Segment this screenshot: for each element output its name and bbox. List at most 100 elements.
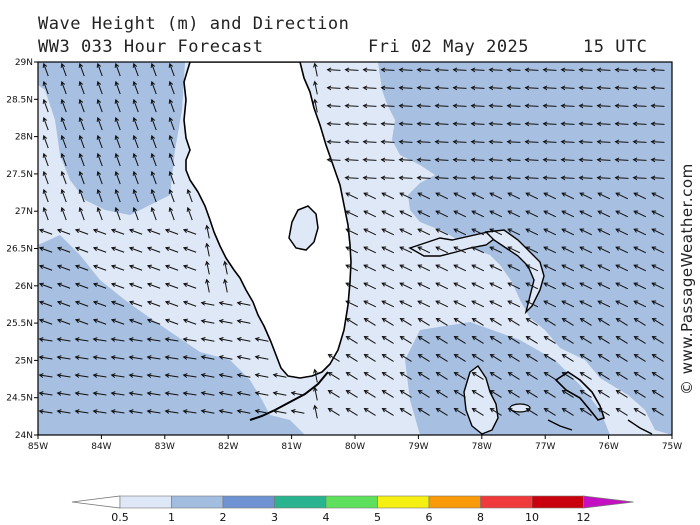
wave-arrow	[380, 67, 395, 73]
wave-arrow	[434, 85, 449, 91]
wave-arrow	[507, 282, 521, 290]
wave-arrow	[471, 246, 485, 254]
wave-arrow	[543, 354, 556, 362]
wave-arrow	[42, 80, 49, 95]
wave-arrow	[453, 282, 467, 290]
wave-arrow	[525, 210, 539, 218]
wave-arrow	[435, 390, 448, 398]
wave-arrow	[381, 318, 394, 326]
wave-arrow	[633, 228, 647, 236]
wave-arrow	[399, 318, 412, 326]
wave-arrow	[128, 300, 143, 307]
latitude-ticks: 29N 28.5N 28N 27.5N 27N 26.5N 26N 25.5N 25N 24.5N…	[6, 58, 38, 441]
wave-arrow	[380, 103, 395, 109]
wave-arrow	[507, 300, 521, 308]
wave-region-bahamas-south	[405, 322, 610, 435]
wave-arrow	[114, 62, 121, 77]
wave-arrow	[651, 192, 665, 200]
lat-tick-label: 24N	[15, 431, 33, 441]
wave-arrow	[345, 228, 359, 236]
wave-arrow	[74, 337, 89, 342]
wave-arrow	[363, 390, 376, 398]
wave-arrow	[417, 372, 430, 380]
wave-arrow	[615, 354, 628, 362]
wave-arrow	[114, 116, 121, 131]
wave-arrow	[633, 300, 647, 308]
wave-arrow	[615, 210, 629, 218]
wave-arrow	[164, 373, 179, 378]
wave-arrow	[614, 85, 629, 91]
wave-arrow	[236, 391, 251, 396]
wave-arrow	[110, 318, 125, 325]
wave-arrow	[651, 390, 664, 398]
lat-tick-label: 26.5N	[6, 245, 33, 255]
wave-arrow	[543, 192, 557, 200]
wave-arrow	[452, 103, 467, 109]
wave-arrow	[435, 336, 448, 344]
wave-arrow	[236, 337, 251, 342]
wave-arrow	[182, 355, 197, 360]
wave-arrow	[489, 390, 502, 398]
wave-arrow	[471, 372, 484, 380]
lon-tick-label: 84W	[91, 442, 111, 452]
wave-arrow	[452, 139, 467, 145]
wave-arrow	[453, 246, 467, 254]
wave-arrow	[470, 139, 485, 145]
calm-patch-gulf-shelf	[160, 205, 265, 372]
wave-arrow	[42, 134, 49, 149]
wave-arrow	[146, 264, 161, 271]
wave-arrow	[489, 210, 503, 218]
lon-tick-label: 77W	[535, 442, 555, 452]
wave-arrow	[434, 103, 449, 109]
wave-arrow	[38, 264, 53, 271]
wave-arrow	[398, 85, 413, 91]
lat-tick-label: 26N	[15, 282, 33, 292]
wave-arrow	[651, 228, 665, 236]
wave-arrow	[345, 318, 358, 326]
wave-arrow	[615, 300, 629, 308]
wave-arrow	[56, 355, 71, 360]
wave-arrow	[150, 188, 157, 203]
wave-arrow	[417, 300, 431, 308]
wave-arrow	[132, 152, 139, 167]
wave-arrow	[92, 300, 107, 307]
wave-arrow	[114, 80, 121, 95]
wave-arrow	[344, 103, 359, 109]
wave-arrow	[579, 336, 592, 344]
wave-arrow	[561, 228, 575, 236]
wave-arrow	[74, 264, 89, 271]
wave-arrow	[381, 354, 394, 362]
calm-patch-straits	[400, 245, 480, 310]
wave-arrow	[578, 85, 593, 91]
wave-arrow	[42, 116, 49, 131]
wave-arrow	[596, 103, 611, 109]
wave-arrow	[128, 228, 143, 235]
wave-arrow	[363, 228, 377, 236]
wave-arrow	[110, 228, 125, 235]
lon-tick-label: 79W	[408, 442, 428, 452]
wave-arrow	[506, 175, 521, 181]
wave-arrow	[416, 175, 431, 181]
wave-arrow	[218, 301, 233, 306]
wave-arrow	[182, 391, 197, 396]
colorbar-label: 5	[374, 511, 381, 524]
lon-tick-label: 78W	[472, 442, 492, 452]
wave-arrow	[327, 390, 340, 398]
wave-arrow	[313, 368, 318, 383]
wave-arrow	[326, 157, 341, 163]
wave-arrow	[132, 98, 139, 113]
colorbar-label: 8	[477, 511, 484, 524]
wave-arrow	[560, 175, 575, 181]
wave-arrow	[560, 121, 575, 127]
wave-arrow	[507, 372, 520, 380]
wave-arrow	[525, 390, 538, 398]
wave-arrow	[597, 246, 611, 254]
wave-arrow	[417, 246, 431, 254]
colorbar-label: 3	[271, 511, 278, 524]
wave-arrow	[506, 85, 521, 91]
wave-arrow	[186, 206, 193, 221]
wave-arrow	[398, 121, 413, 127]
wave-arrow	[114, 98, 121, 113]
wave-arrow	[632, 85, 647, 91]
wave-arrow	[399, 372, 412, 380]
